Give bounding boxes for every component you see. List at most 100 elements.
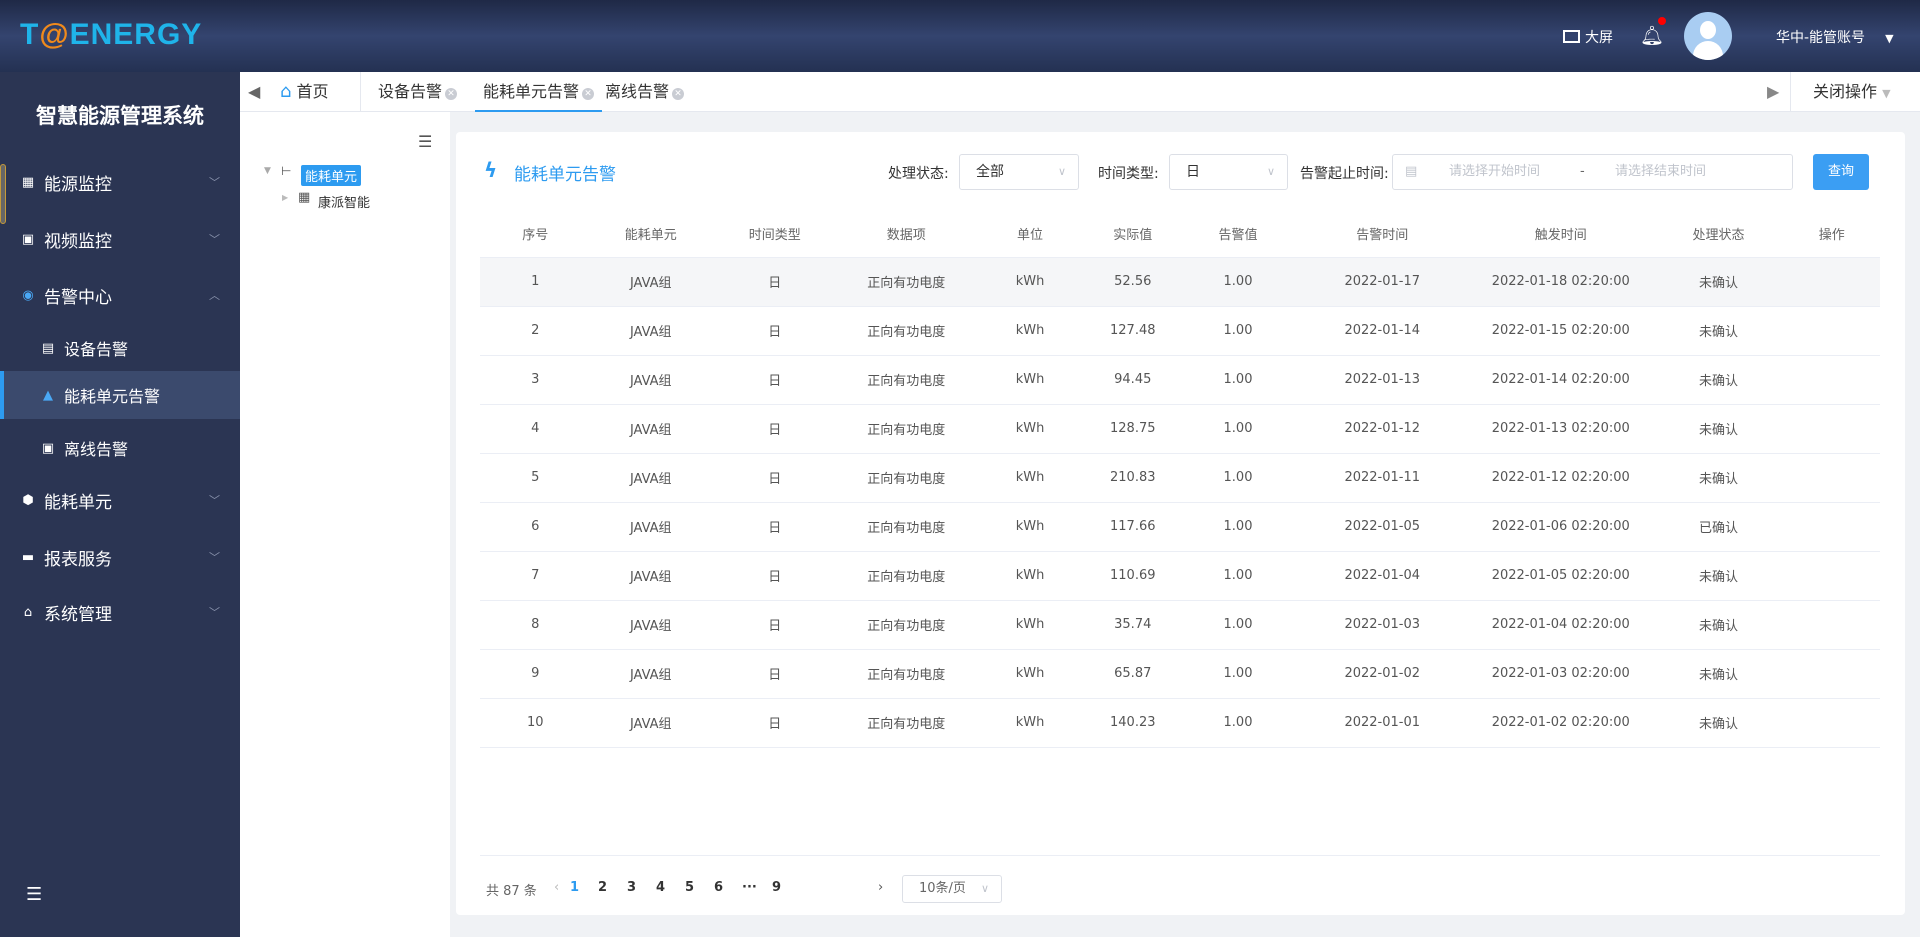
table-cell: 2 xyxy=(480,306,591,356)
end-date-input[interactable]: 请选择结束时间 xyxy=(1615,164,1707,179)
menu-label: 设备告警 xyxy=(64,340,129,359)
close-icon[interactable]: ✕ xyxy=(582,88,595,100)
table-cell: JAVA组 xyxy=(590,355,711,405)
table-cell: 日 xyxy=(711,502,839,552)
top-header: T@ENERGY 大屏 🔔︎ 华中-能管账号 ▼ xyxy=(0,0,1920,72)
table-row[interactable]: 7 JAVA组日正向有功电度 kWh 110.69 1.00 2022-01-04 2022… xyxy=(480,551,1880,601)
table-cell xyxy=(1783,551,1880,601)
sidebar-item-alarm-center[interactable]: ◉ 告警中心 ︿ xyxy=(0,271,240,319)
table-cell: 2022-01-04 02:20:00 xyxy=(1468,600,1654,650)
sidebar-item-unit-alarm[interactable]: ▲ 能耗单元告警 xyxy=(0,371,240,419)
page-button[interactable]: 6 xyxy=(714,880,724,895)
prev-page-icon[interactable]: ‹ xyxy=(554,880,560,895)
time-type-select[interactable]: 日 ∨ xyxy=(1169,154,1288,190)
table-row[interactable]: 6 JAVA组日正向有功电度 kWh 117.66 1.00 2022-01-05 2022… xyxy=(480,502,1880,552)
bell-icon[interactable]: 🔔︎ xyxy=(1640,17,1666,47)
chevron-down-icon: ﹀ xyxy=(209,606,220,619)
table-cell: 2022-01-15 02:20:00 xyxy=(1468,306,1654,356)
alarm-card: ϟ 能耗单元告警 处理状态: 全部 ∨ 时间类型: 日 ∨ 告警起止时间: ▤ 请选… xyxy=(456,132,1905,915)
table-row[interactable]: 2 JAVA组日正向有功电度 kWh 127.48 1.00 2022-01-14 2022… xyxy=(480,306,1880,356)
table-row[interactable]: 3 JAVA组日正向有功电度 kWh 94.45 1.00 2022-01-13 2022-… xyxy=(480,355,1880,405)
tree-node-root[interactable]: 能耗单元 xyxy=(301,165,362,186)
close-operations-menu[interactable]: 关闭操作 ▼ xyxy=(1813,72,1891,112)
page-button[interactable]: 1 xyxy=(570,880,580,895)
page-button[interactable]: 2 xyxy=(598,880,608,895)
tab-home[interactable]: ⌂ 首页 xyxy=(280,72,329,112)
status-label: 处理状态: xyxy=(888,166,949,182)
page-button[interactable]: ··· xyxy=(742,880,757,895)
next-page-icon[interactable]: › xyxy=(878,880,884,895)
tree-node-child[interactable]: 康派智能 xyxy=(318,196,371,211)
sidebar: 智慧能源管理系统 ▦ 能源监控 ﹀ ▣ 视频监控 ﹀ ◉ 告警中心 ︿ ▤ 设备告警 ▲ 能耗单… xyxy=(0,72,240,937)
chevron-down-icon: ﹀ xyxy=(209,233,220,246)
table-cell: 正向有功电度 xyxy=(838,502,974,552)
sidebar-item-energy-monitor[interactable]: ▦ 能源监控 ﹀ xyxy=(0,158,240,206)
table-cell: 1.00 xyxy=(1179,404,1297,454)
sidebar-item-energy-unit[interactable]: ⬢ 能耗单元 ﹀ xyxy=(0,476,240,524)
account-menu[interactable]: 华中-能管账号 ▼ xyxy=(1776,27,1894,47)
close-icon[interactable]: ✕ xyxy=(445,88,458,100)
date-range-picker[interactable]: ▤ 请选择开始时间 - 请选择结束时间 xyxy=(1392,154,1793,190)
scrollbar[interactable] xyxy=(0,164,6,224)
logo: T@ENERGY xyxy=(20,18,203,51)
warning-icon: ▲ xyxy=(43,387,53,403)
device-icon: ▤ xyxy=(41,340,55,356)
bigscreen-button[interactable]: 大屏 xyxy=(1563,27,1613,47)
sidebar-item-offline-alarm[interactable]: ▣ 离线告警 xyxy=(0,424,240,472)
table-cell: 10 xyxy=(480,698,591,748)
chevron-down-icon: ∨ xyxy=(980,882,989,895)
table-row[interactable]: 10 JAVA组日正向有功电度 kWh 140.23 1.00 2022-01-01 202… xyxy=(480,698,1880,748)
table-row[interactable]: 8 JAVA组日正向有功电度 kWh 35.74 1.00 2022-01-03 2022-… xyxy=(480,600,1880,650)
sidebar-item-device-alarm[interactable]: ▤ 设备告警 xyxy=(0,324,240,372)
close-icon[interactable]: ✕ xyxy=(672,88,685,100)
table-row[interactable]: 1 JAVA组日正向有功电度 kWh 52.56 1.00 2022-01-17 2022-… xyxy=(480,257,1880,307)
table-cell: 2022-01-05 02:20:00 xyxy=(1468,551,1654,601)
table-row[interactable]: 9 JAVA组日正向有功电度 kWh 65.87 1.00 2022-01-02 2022-… xyxy=(480,649,1880,699)
collapse-tree-icon[interactable]: ☰ xyxy=(418,132,433,151)
expand-icon[interactable]: ▶ xyxy=(282,193,289,202)
table-cell: 日 xyxy=(711,404,839,454)
page-size-select[interactable]: 10条/页 ∨ xyxy=(902,875,1002,903)
table-cell: JAVA组 xyxy=(590,502,711,552)
sidebar-item-video-monitor[interactable]: ▣ 视频监控 ﹀ xyxy=(0,215,240,263)
tab-offline-alarm[interactable]: 离线告警 ✕ xyxy=(605,72,685,112)
tab-unit-alarm[interactable]: 能耗单元告警 ✕ xyxy=(475,72,603,112)
start-date-input[interactable]: 请选择开始时间 xyxy=(1449,164,1541,179)
page-button[interactable]: 4 xyxy=(656,880,666,895)
table-cell: JAVA组 xyxy=(590,306,711,356)
page-button[interactable]: 9 xyxy=(772,880,782,895)
table-cell: 日 xyxy=(711,257,839,307)
page-button[interactable]: 3 xyxy=(627,880,637,895)
menu-label: 能源监控 xyxy=(44,174,112,195)
tab-bar: ◀ ⌂ 首页 设备告警 ✕ 能耗单元告警 ✕ 离线告警 ✕ ▶ 关闭操作 ▼ xyxy=(240,72,1920,112)
status-select[interactable]: 全部 ∨ xyxy=(959,154,1079,190)
table-cell: 52.56 xyxy=(1086,257,1180,307)
table-cell: 日 xyxy=(711,453,839,503)
home-icon: ⌂ xyxy=(280,81,292,102)
sidebar-item-report[interactable]: ▬ 报表服务 ﹀ xyxy=(0,533,240,581)
table-cell: 2022-01-02 xyxy=(1296,649,1468,699)
sidebar-item-system[interactable]: ⌂ 系统管理 ﹀ xyxy=(0,588,240,636)
total-count: 共 87 条 xyxy=(486,884,537,899)
monitor-icon: ▣ xyxy=(41,440,55,456)
avatar[interactable] xyxy=(1684,12,1732,60)
chevron-up-icon: ︿ xyxy=(209,289,220,302)
tab-device-alarm[interactable]: 设备告警 ✕ xyxy=(378,72,458,112)
video-icon: ▣ xyxy=(21,231,35,247)
table-row[interactable]: 5 JAVA组日正向有功电度 kWh 210.83 1.00 2022-01-11 2022… xyxy=(480,453,1880,503)
table-row[interactable]: 4 JAVA组日正向有功电度 kWh 128.75 1.00 2022-01-12 2022… xyxy=(480,404,1880,454)
table-cell xyxy=(1783,453,1880,503)
scroll-right-icon[interactable]: ▶ xyxy=(1767,82,1780,101)
chevron-down-icon: ∨ xyxy=(1057,165,1066,178)
column-header: 单位 xyxy=(974,211,1086,258)
expand-icon[interactable]: ▼ xyxy=(264,166,271,176)
collapse-menu-icon[interactable]: ☰ xyxy=(26,884,43,905)
table-cell: 2022-01-03 02:20:00 xyxy=(1468,649,1654,699)
query-button[interactable]: 查询 xyxy=(1813,154,1869,190)
page-button[interactable]: 5 xyxy=(685,880,695,895)
table-cell: kWh xyxy=(974,453,1086,503)
caret-down-icon: ▼ xyxy=(1885,32,1894,45)
table-cell: kWh xyxy=(974,404,1086,454)
tab-label: 首页 xyxy=(296,82,329,101)
scroll-left-icon[interactable]: ◀ xyxy=(248,82,261,101)
